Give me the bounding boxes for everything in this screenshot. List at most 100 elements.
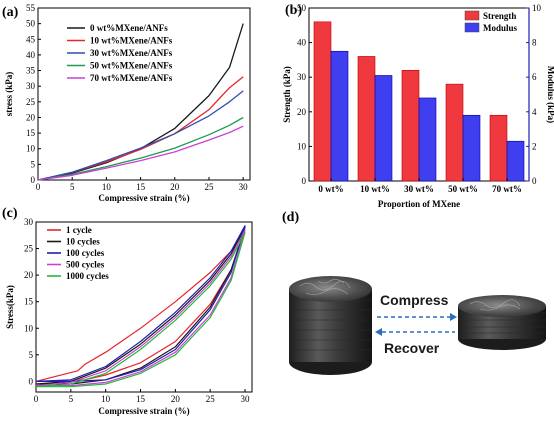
foam-cylinder-uncompressed [289,276,372,375]
y-tick-label: 0 [29,376,34,386]
y-tick-label: 15 [26,128,36,138]
x-tick-label: 10 wt% [360,184,390,194]
legend-label: 30 wt%MXene/ANFs [90,48,173,58]
y-right-tick-label: 2 [532,141,537,151]
y-tick-label: 30 [26,81,36,91]
recover-arrow-head [375,328,382,336]
legend-label: Strength [483,11,516,21]
legend-swatch [464,10,480,21]
x-tick-label: 15 [136,182,146,192]
x-tick-label: 25 [204,182,214,192]
bar-modulus [418,97,437,182]
y-axis-label: Stress(kPa) [5,285,15,329]
x-tick-label: 5 [69,394,74,404]
y-tick-label: 0 [31,175,36,185]
x-tick-label: 15 [136,394,146,404]
y-right-tick-label: 8 [532,38,537,48]
y-right-axis-label: Modulus (kPa) [546,66,554,123]
x-tick-label: 30 [241,394,251,404]
x-tick-label: 20 [170,182,180,192]
bar-strength [489,114,508,182]
y-tick-label: 55 [26,3,36,13]
y-tick-label: 5 [31,159,36,169]
chart-a: 0 5 10 15 20 25 30 0 5 10 15 20 25 30 35 40 45 50 55 Compre… [4,3,251,203]
y-tick-label: 20 [24,270,34,280]
x-tick-label: 10 [101,394,111,404]
panel-label-c: (c) [2,206,18,221]
y-tick-label: 5 [29,350,34,360]
compress-arrow-head [450,313,457,321]
y-tick-label: 25 [26,97,36,107]
bar-strength [313,21,332,182]
legend-label: 10 cycles [66,237,100,247]
x-tick-label: 30 wt% [404,184,434,194]
y-tick-label: 15 [24,297,34,307]
y-tick-label: 10 [26,144,36,154]
legend-label: 10 wt%MXene/ANFs [90,36,173,46]
legend-label: 100 cycles [66,248,105,258]
legend-label: 1 cycle [66,225,92,235]
recover-label: Recover [384,340,440,356]
legend-label: 1000 cycles [66,271,109,281]
y-tick-label: 0 [302,176,307,186]
y-right-tick-label: 6 [532,72,537,82]
y-right-tick-label: 0 [532,176,537,186]
series-line [37,23,244,181]
x-tick-label: 10 [102,182,112,192]
panel-label-b: (b) [285,3,302,18]
y-tick-label: 20 [26,112,36,122]
legend-label: 500 cycles [66,260,105,270]
x-axis-label: Compressive strain (%) [98,406,189,416]
series-line [37,90,244,181]
legend-label: 70 wt%MXene/ANFs [90,73,173,83]
y-tick-label: 10 [24,323,34,333]
y-tick-label: 50 [26,19,36,29]
y-tick-label: 40 [26,50,36,60]
x-tick-label: 0 wt% [318,184,343,194]
bar-modulus [330,50,349,182]
x-tick-label: 5 [70,182,75,192]
x-tick-label: 20 [171,394,181,404]
compress-label: Compress [380,292,449,308]
series-line [35,232,246,388]
panel-label-d: (d) [282,210,299,225]
y-tick-label: 40 [297,38,307,48]
x-tick-label: 30 [239,182,249,192]
x-axis-label: Proportion of MXene [378,199,460,209]
plot-frame [37,7,251,181]
series-line [37,116,244,181]
chart-c: 0 5 10 15 20 25 30 0 5 10 15 20 25 30 Compressive stra… [5,217,253,416]
x-tick-label: 70 wt% [492,184,522,194]
series-line [37,125,244,181]
y-right-tick-label: 4 [532,107,537,117]
series-line [35,229,246,387]
x-tick-label: 0 [34,394,39,404]
legend-label: Modulus [483,23,518,33]
y-tick-label: 10 [297,141,307,151]
plot-frame [35,221,253,393]
bar-modulus [506,140,525,182]
y-axis-label: stress (kPa) [4,72,14,117]
bar-strength [445,83,464,182]
y-tick-label: 25 [24,244,34,254]
panel-label-a: (a) [2,5,19,20]
y-tick-label: 45 [26,34,36,44]
y-tick-label: 35 [26,66,36,76]
x-tick-label: 50 wt% [448,184,478,194]
series-line [35,225,246,382]
bar-strength [357,56,376,182]
x-tick-label: 0 [36,182,41,192]
diagram-d: Compress Recover [289,276,546,375]
bar-strength [401,69,420,182]
y-tick-label: 50 [297,3,307,13]
foam-cylinder-compressed [458,295,546,350]
chart-b: 0 10 20 30 40 50 0 2 4 6 8 10 0 wt% 10 wt% 30 wt% 50 wt… [282,3,554,209]
y-axis-label: Strength (kPa) [282,66,292,123]
y-right-tick-label: 10 [532,3,542,13]
x-axis-label: Compressive strain (%) [98,193,189,203]
y-tick-label: 20 [297,107,307,117]
y-tick-label: 30 [24,217,34,227]
bar-modulus [374,75,393,182]
series-line [37,76,244,181]
